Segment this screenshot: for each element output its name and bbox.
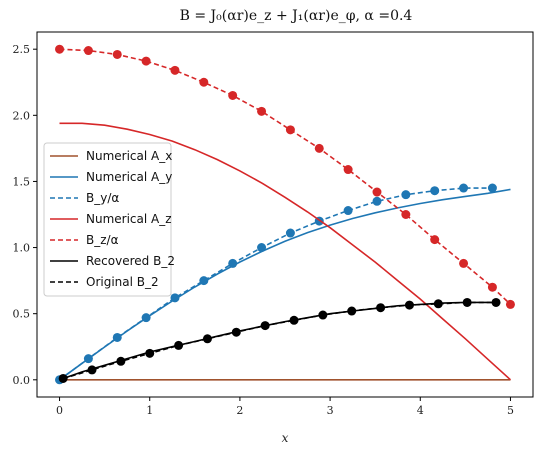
- legend-label: Numerical A_z: [86, 212, 172, 226]
- y-tick-label: 1.5: [13, 175, 31, 188]
- series-b-z: [55, 44, 515, 309]
- data-point: [141, 313, 151, 323]
- series-line: [59, 122, 512, 381]
- x-tick-label: 2: [236, 404, 243, 417]
- data-point: [459, 258, 469, 268]
- legend-label: Numerical A_x: [86, 149, 172, 163]
- axis-ticks: 0 1 2 3 4 5 0.0 0.5 1.0 1.5 2.0 2.5: [13, 43, 514, 417]
- data-point: [285, 228, 295, 238]
- x-tick-label: 4: [417, 404, 424, 417]
- data-point: [145, 348, 155, 358]
- legend-label: B_z/α: [86, 233, 119, 247]
- data-point: [83, 46, 93, 56]
- data-point: [199, 77, 209, 87]
- series-layer: [55, 44, 515, 385]
- y-tick-label: 2.0: [13, 109, 31, 122]
- data-point: [289, 315, 299, 325]
- data-point: [459, 183, 469, 193]
- data-point: [401, 210, 411, 219]
- data-point: [257, 106, 267, 116]
- data-point: [372, 187, 382, 197]
- series-recovered-b-2: [62, 301, 493, 380]
- data-point: [116, 356, 126, 366]
- plot-frame: [36, 31, 534, 398]
- series-original-b-2: [58, 297, 501, 383]
- data-point: [401, 190, 411, 200]
- legend-label: B_y/α: [86, 191, 119, 205]
- data-point: [285, 125, 295, 135]
- x-tick-label: 0: [56, 404, 63, 417]
- chart-title: B = J₀(αr)e_z + J₁(αr)e_φ, α =0.4: [180, 8, 413, 24]
- legend-label: Recovered B_2: [86, 254, 175, 268]
- data-point: [170, 65, 180, 75]
- y-tick-label: 0.0: [13, 374, 31, 387]
- data-point: [430, 186, 440, 196]
- data-point: [228, 258, 238, 268]
- data-point: [433, 299, 443, 309]
- data-point: [202, 334, 212, 344]
- data-point: [55, 44, 65, 54]
- series-numerical-a-z: [59, 122, 512, 381]
- data-point: [170, 293, 180, 303]
- data-point: [343, 165, 353, 175]
- data-point: [430, 235, 440, 245]
- data-point: [347, 306, 357, 316]
- legend: Numerical A_x Numerical A_y B_y/α Numerical…: [43, 142, 175, 297]
- x-tick-label: 3: [327, 404, 334, 417]
- data-point: [83, 354, 93, 364]
- series-b-y: [55, 183, 497, 385]
- data-point: [231, 327, 241, 337]
- y-tick-label: 1.0: [13, 242, 31, 255]
- legend-label: Original B_2: [86, 275, 159, 289]
- series-line: [62, 301, 496, 380]
- data-point: [487, 282, 497, 292]
- data-point: [58, 373, 68, 383]
- data-point: [491, 297, 501, 307]
- data-point: [174, 340, 184, 350]
- data-point: [376, 303, 386, 313]
- series-line: [62, 301, 493, 380]
- data-point: [199, 276, 209, 286]
- x-tick-label: 5: [507, 404, 514, 417]
- data-point: [404, 300, 414, 310]
- data-point: [462, 297, 472, 307]
- data-point: [87, 365, 97, 375]
- legend-label: Numerical A_y: [86, 170, 172, 184]
- data-point: [343, 206, 353, 216]
- data-point: [257, 243, 267, 253]
- data-point: [505, 299, 515, 309]
- data-point: [260, 321, 270, 331]
- x-axis-label: x: [282, 431, 289, 445]
- legend-box: [43, 142, 172, 297]
- x-tick-label: 1: [146, 404, 153, 417]
- data-point: [318, 310, 328, 320]
- data-point: [228, 90, 238, 100]
- data-point: [141, 56, 151, 66]
- series-line: [59, 187, 493, 381]
- y-tick-label: 2.5: [13, 43, 31, 56]
- data-point: [112, 49, 122, 59]
- data-point: [372, 196, 382, 206]
- data-point: [112, 332, 122, 342]
- y-tick-label: 0.5: [13, 308, 31, 321]
- data-point: [314, 143, 324, 153]
- data-point: [487, 183, 497, 193]
